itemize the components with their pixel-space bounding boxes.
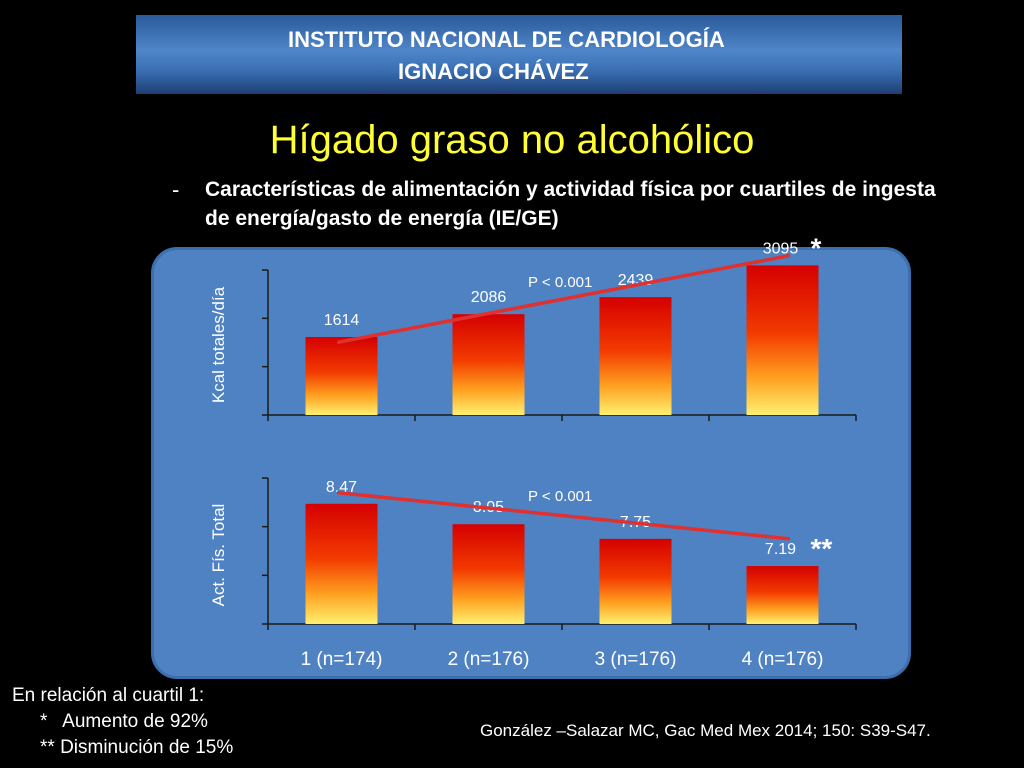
chart2-bar-3	[599, 538, 672, 624]
footnote: En relación al cuartil 1: * Aumento de 9…	[12, 683, 233, 761]
x-category-label-3: 3 (n=176)	[595, 649, 677, 670]
chart2-p-value-label: P < 0.001	[528, 488, 592, 505]
chart1-bar-3	[599, 297, 672, 415]
institution-name: INSTITUTO NACIONAL DE CARDIOLOGÍA	[288, 27, 725, 52]
chart1-bar-4	[746, 265, 819, 415]
bullet-marker: -	[172, 177, 180, 202]
chart1-data-label-4: 3095	[763, 240, 799, 257]
bullet-text: Características de alimentación y activi…	[205, 178, 936, 230]
footnote-line-increase: * Aumento de 92%	[40, 711, 208, 732]
x-category-label-4: 4 (n=176)	[742, 649, 824, 670]
chart1-data-label-1: 1614	[324, 312, 360, 329]
chart1-trend-line	[336, 253, 791, 345]
footnote-line-decrease: ** Disminución de 15%	[40, 737, 234, 758]
x-category-label-1: 1 (n=174)	[301, 649, 383, 670]
source-citation: González –Salazar MC, Gac Med Mex 2014; …	[480, 721, 931, 740]
chart1-p-value-label: P < 0.001	[528, 274, 592, 291]
chart2-bar-2	[452, 524, 525, 624]
footnote-heading: En relación al cuartil 1:	[12, 685, 205, 706]
institution-subname: IGNACIO CHÁVEZ	[398, 59, 589, 84]
chart1-significance-marker: *	[811, 232, 822, 263]
chart2-data-label-1: 8.47	[326, 479, 357, 496]
chart2-significance-marker: **	[811, 533, 833, 564]
chart2-bar-1	[305, 503, 378, 624]
chart1-bar-1	[305, 336, 378, 415]
slide-title: Hígado graso no alcohólico	[269, 118, 755, 162]
chart2-trend-line	[336, 490, 791, 541]
chart1-y-axis-label: Kcal totales/día	[209, 286, 228, 403]
institution-banner: INSTITUTO NACIONAL DE CARDIOLOGÍA IGNACI…	[136, 15, 902, 94]
chart1-data-label-2: 2086	[471, 289, 507, 306]
chart1-bar-2	[452, 314, 525, 415]
x-category-label-2: 2 (n=176)	[448, 649, 530, 670]
chart2-data-label-4: 7.19	[765, 541, 796, 558]
chart2-y-axis-label: Act. Fís. Total	[209, 504, 228, 607]
chart2-bar-4	[746, 566, 819, 624]
